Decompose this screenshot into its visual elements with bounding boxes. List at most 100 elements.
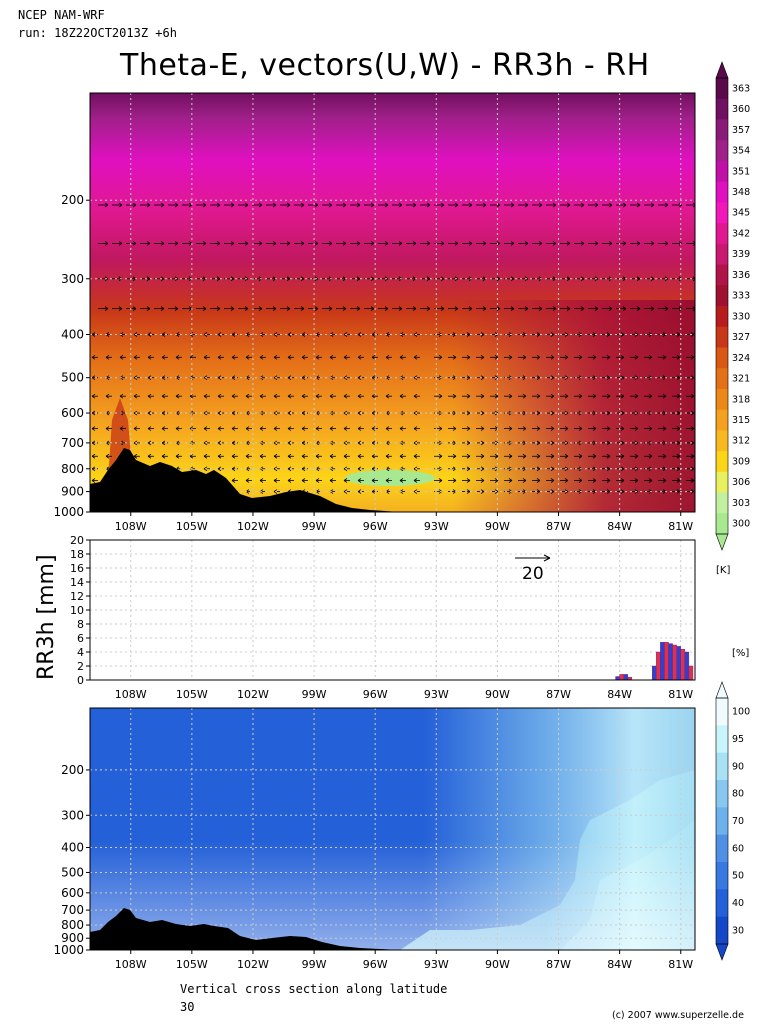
wind-vector-head [146,276,151,282]
wind-vector-head [216,241,221,246]
wind-vector-head [258,306,263,311]
wind-vector-head [634,440,639,446]
wind-vector-head [357,453,362,459]
wind-vector-head [371,440,376,446]
wind-vector-head [273,354,278,360]
wind-vector-head [538,306,543,311]
wind-vector-head [217,354,222,360]
rr3h-ytick-label: 18 [70,548,84,561]
rr3h-ytick-label: 4 [77,646,84,659]
wind-vector-head [91,354,96,360]
wind-vector-head [329,393,334,399]
wind-vector-head [662,478,667,483]
wind-vector-head [466,478,471,483]
wind-vector-head [606,375,611,381]
wind-vector-head [634,489,639,494]
wind-vector-head [440,276,445,282]
theta-e-ytick-label: 400 [61,327,84,341]
wind-vector-head [273,440,278,446]
wind-vector-head [510,276,515,282]
wind-vector-head [118,306,123,311]
wind-vector-head [480,453,485,459]
theta-e-low-core [345,470,435,486]
wind-vector-head [662,354,667,360]
wind-vector-head [580,202,585,208]
wind-vector-head [662,453,667,459]
theta-e-colorbar-label: 357 [732,125,750,136]
wind-vector-head [494,354,499,360]
wind-vector-head [104,241,109,246]
wind-vector-head [273,410,278,416]
rr3h-xtick-label: 87W [546,688,571,701]
wind-vector-head [466,410,471,416]
wind-vector-head [245,453,250,459]
rr3h-xtick-label: 90W [485,688,510,701]
rh-ytick-label: 800 [61,918,84,932]
wind-vector-head [508,426,513,431]
wind-vector-head [105,453,110,459]
rr3h-xtick-label: 81W [668,688,693,701]
wind-vector-head [482,306,487,311]
wind-vector-head [606,393,611,399]
wind-vector-head [315,453,320,459]
wind-vector-head [161,375,166,381]
wind-vector-head [608,306,613,311]
wind-vector-head [648,393,653,399]
wind-vector-head [230,202,235,208]
wind-vector-head [426,276,431,282]
rr3h-ytick-label: 2 [77,660,84,673]
wind-vector-head [328,306,333,311]
wind-vector-head [620,375,625,381]
wind-vector-head [536,478,541,483]
theta-e-colorbar-cell [716,181,728,203]
wind-vector-head [273,453,278,459]
wind-vector-head [175,393,180,399]
theta-e-colorbar-label: 345 [732,208,750,219]
rr3h-ytick-label: 16 [70,562,84,575]
wind-vector-head [564,354,569,360]
wind-vector-head [622,202,627,208]
wind-vector-head [119,354,124,360]
rr3h-bar [672,644,677,681]
rr3h-xtick-label: 84W [607,688,632,701]
wind-vector-head [524,241,529,246]
wind-vector-head [133,332,138,337]
wind-vector-head [231,393,236,399]
wind-vector-head [398,241,403,246]
wind-vector-head [245,354,250,360]
wind-vector-head [343,332,348,337]
wind-vector-head [496,306,501,311]
wind-vector-head [245,426,250,431]
wind-vector-head [578,393,583,399]
theta-e-ytick-label: 200 [61,193,84,207]
wind-vector-head [301,440,306,446]
wind-vector-head [230,241,235,246]
wind-vector-head [329,453,334,459]
wind-vector-head [634,426,639,431]
wind-vector-head [676,375,681,381]
theta-e-ytick-label: 1000 [53,505,84,519]
wind-vector-head [550,354,555,360]
wind-vector-head [244,241,249,246]
wind-vector-head [676,478,681,483]
wind-vector-head [634,466,639,472]
wind-vector-head [636,202,641,208]
wind-vector-head [91,332,96,337]
wind-vector-head [329,354,334,360]
wind-vector-head [510,306,515,311]
wind-vector-head [690,410,695,416]
wind-vector-head [370,241,375,246]
wind-vector-head [664,202,669,208]
wind-vector-head [217,393,222,399]
rh-colorbar-label: 80 [732,789,744,800]
wind-vector-head [147,332,152,337]
theta-e-colorbar-cell [716,243,728,266]
wind-vector-head [343,453,348,459]
wind-vector-head [508,478,513,483]
wind-vector-head [301,393,306,399]
wind-vector-head [371,375,376,381]
wind-vector-head [413,478,418,483]
wind-vector-head [301,453,306,459]
rh-colorbar-label: 60 [732,843,744,854]
wind-vector-head [342,306,347,311]
